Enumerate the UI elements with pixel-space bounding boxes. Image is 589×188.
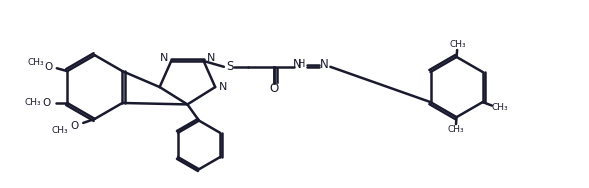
Text: O: O [270, 82, 279, 95]
Text: CH₃: CH₃ [447, 125, 464, 134]
Text: CH₃: CH₃ [449, 40, 466, 49]
Text: O: O [71, 121, 79, 131]
Text: O: O [45, 61, 53, 71]
Text: CH₃: CH₃ [24, 99, 41, 108]
Text: N: N [293, 58, 302, 71]
Text: N: N [206, 53, 215, 63]
Text: CH₃: CH₃ [52, 126, 68, 135]
Text: N: N [320, 58, 329, 71]
Text: CH₃: CH₃ [27, 58, 44, 67]
Text: CH₃: CH₃ [492, 103, 508, 112]
Text: H: H [299, 59, 306, 70]
Text: N: N [219, 82, 227, 92]
Text: O: O [43, 98, 51, 108]
Text: S: S [226, 60, 233, 73]
Text: N: N [160, 53, 168, 63]
